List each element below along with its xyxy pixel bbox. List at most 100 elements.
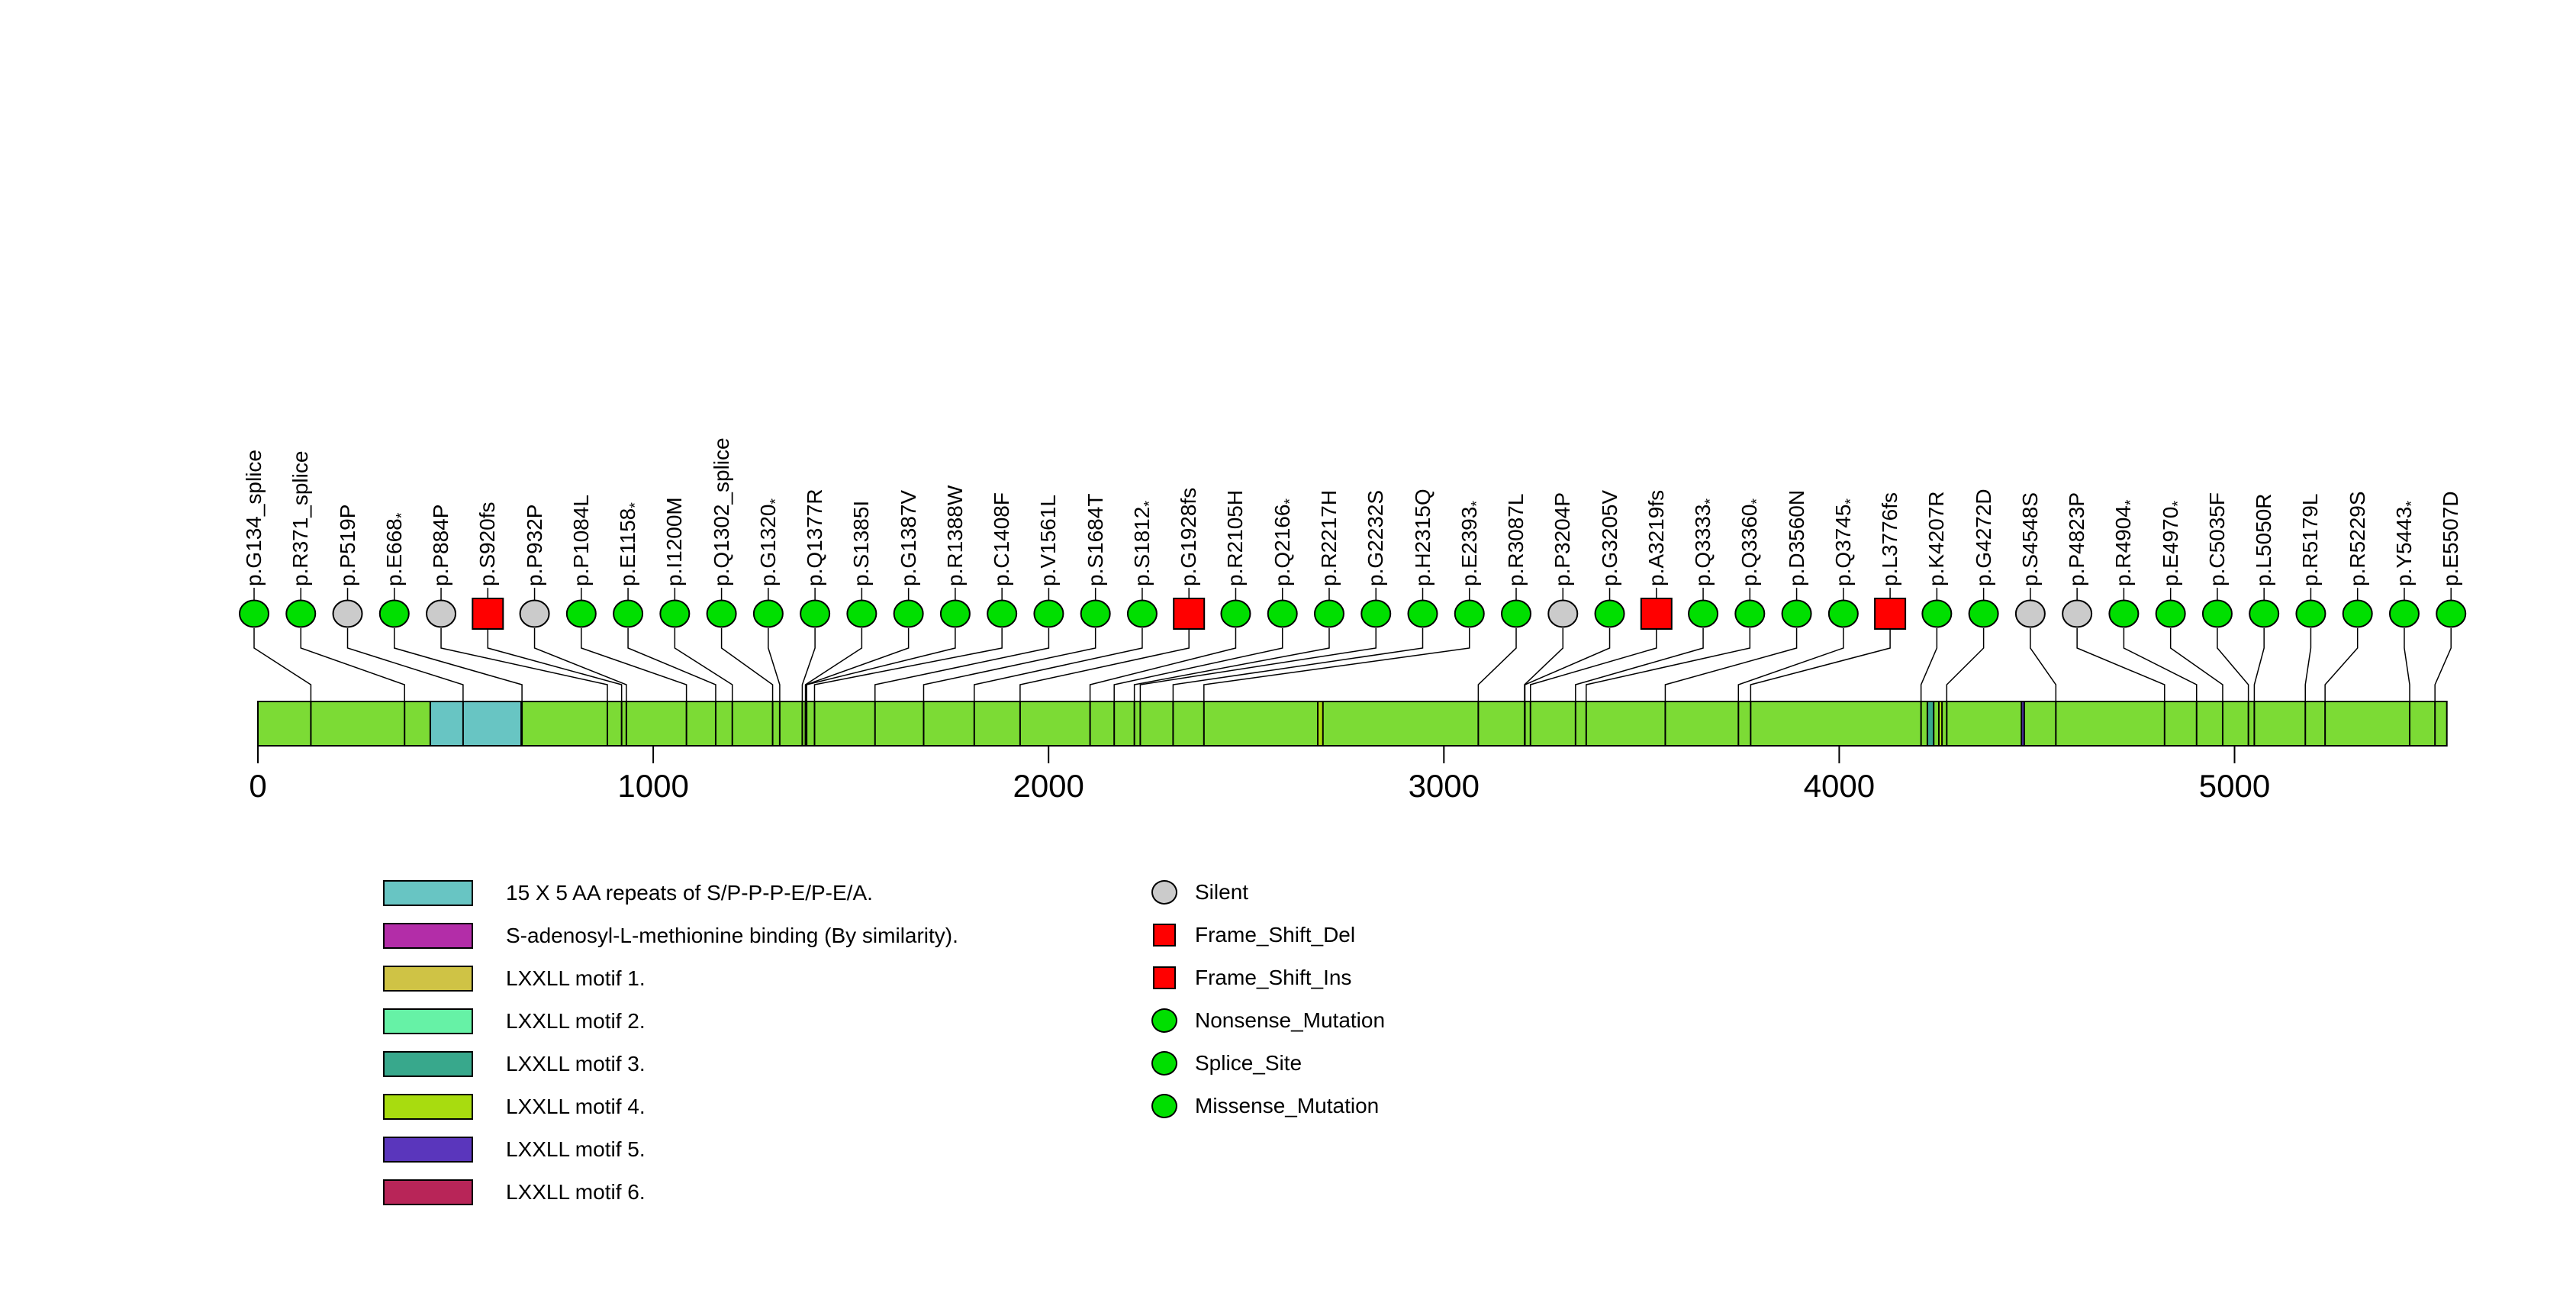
mutation-label: p.S1684T [1083, 493, 1107, 586]
protein-domain [1937, 701, 1943, 747]
connector-line [1133, 628, 1330, 701]
axis-tick-label: 5000 [2198, 768, 2271, 804]
connector-line [1920, 628, 1938, 701]
mutation-marker [239, 599, 269, 628]
square-marker-icon [1151, 965, 1177, 991]
mutation-label: p.G134_splice [242, 449, 266, 586]
connector-line [720, 628, 774, 701]
domain-color-swatch [383, 1179, 473, 1205]
mutation-label: p.G4272D [1971, 489, 1995, 586]
mutation-type-legend: Silent Frame_Shift_Del Frame_Shift_Ins Nons… [1151, 879, 1385, 1136]
mutation-legend-label: Splice_Site [1195, 1051, 1302, 1075]
mutation-label: p.L5050R [2252, 493, 2276, 586]
mutation-legend-item: Silent [1151, 879, 1385, 905]
connector-line [1139, 628, 1377, 701]
mutation-label: p.I1200M [662, 497, 687, 586]
mutation-label: p.Q1302_splice [709, 437, 733, 586]
circle-marker-icon [1151, 879, 1177, 905]
connector-line [1089, 628, 1237, 701]
mutation-label: p.C1408F [990, 492, 1014, 586]
mutation-label: p.G3205V [1597, 489, 1621, 586]
mutation-label: p.E1158* [616, 502, 644, 586]
mutation-marker [1360, 599, 1392, 628]
domain-color-swatch [383, 966, 473, 992]
mutation-legend-label: Silent [1195, 880, 1249, 904]
protein-domain [1317, 701, 1324, 747]
connector-line [1172, 628, 1424, 701]
connector-line [2304, 628, 2312, 701]
mutation-marker [2436, 599, 2467, 628]
domain-legend-label: LXXLL motif 2. [506, 1009, 646, 1033]
mutation-marker [2108, 599, 2140, 628]
mutation-marker [1454, 599, 1485, 628]
connector-line [394, 628, 523, 701]
square-marker-icon [1151, 922, 1177, 948]
mutation-marker [378, 599, 410, 628]
connector-line [2217, 628, 2249, 701]
mutation-label: p.D3560N [1784, 489, 1808, 586]
protein-domain [1926, 701, 1935, 747]
mutation-marker [1313, 599, 1344, 628]
connector-line [804, 628, 863, 701]
mutation-label: p.S4548S [2017, 492, 2042, 586]
connector-line [2324, 628, 2359, 701]
domain-legend-item: LXXLL motif 2. [383, 1008, 958, 1034]
axis-tick-label: 2000 [1013, 768, 1084, 804]
connector-line [346, 628, 464, 701]
mutation-marker [939, 599, 971, 628]
mutation-label: p.A3219fs [1644, 489, 1668, 586]
mutation-label: p.K4207R [1924, 491, 1949, 586]
mutation-label: p.C5035F [2204, 492, 2229, 586]
mutation-marker [706, 599, 737, 628]
mutation-marker [2249, 599, 2280, 628]
connector-line [806, 628, 956, 701]
mutation-label: p.G1320* [755, 498, 784, 586]
mutation-marker [846, 599, 877, 628]
connector-line [2030, 628, 2057, 701]
connector-line [805, 628, 910, 701]
connector-line [253, 628, 312, 701]
axis-tick-label: 4000 [1803, 768, 1876, 804]
connector-line [874, 628, 1050, 701]
mutation-label: p.P3204P [1550, 492, 1575, 586]
connector-line [923, 628, 1096, 701]
mutation-label: p.Q3333* [1691, 498, 1719, 586]
connector-line [813, 628, 1003, 701]
domain-legend-item: LXXLL motif 5. [383, 1137, 958, 1163]
connector-line [1575, 628, 1704, 701]
connector-line [300, 628, 405, 701]
mutation-marker [1640, 598, 1673, 630]
connector-line [1524, 628, 1611, 701]
mutation-legend-item: Splice_Site [1151, 1050, 1385, 1076]
domain-legend-label: LXXLL motif 1. [506, 966, 646, 990]
connector-line [974, 628, 1143, 701]
protein-domain [2021, 701, 2025, 747]
mutation-marker [1827, 599, 1859, 628]
domain-color-swatch [383, 1051, 473, 1077]
circle-marker-icon [1151, 1093, 1177, 1119]
mutation-label: p.R2105H [1223, 489, 1248, 586]
mutation-marker [1781, 599, 1812, 628]
mutation-label: p.R1388W [942, 485, 967, 586]
mutation-label: p.E5507D [2439, 491, 2463, 586]
mutation-label: p.P884P [429, 504, 453, 586]
mutation-legend-item: Missense_Mutation [1151, 1093, 1385, 1119]
mutation-label: p.S920fs [475, 501, 500, 586]
circle-marker-icon [1151, 1008, 1177, 1034]
mutation-marker [1921, 599, 1953, 628]
axis-tick-label: 3000 [1408, 768, 1480, 804]
mutation-label: p.R4904* [2111, 499, 2140, 586]
mutation-label: p.G1928fs [1177, 487, 1201, 586]
connector-line [1530, 628, 1657, 701]
domain-color-swatch [383, 1008, 473, 1034]
domain-legend-label: S-adenosyl-L-methionine binding (By simi… [506, 924, 958, 947]
domain-legend-item: 15 X 5 AA repeats of S/P-P-P-E/P-E/A. [383, 880, 958, 906]
mutation-legend-item: Nonsense_Mutation [1151, 1008, 1385, 1034]
connector-line [1664, 628, 1798, 701]
mutation-marker [1874, 598, 1907, 630]
mutation-marker [1688, 599, 1719, 628]
mutation-label: p.G2232S [1364, 489, 1388, 586]
domain-legend-item: LXXLL motif 6. [383, 1179, 958, 1205]
connector-line [1203, 628, 1470, 701]
mutation-legend-item: Frame_Shift_Del [1151, 922, 1385, 948]
